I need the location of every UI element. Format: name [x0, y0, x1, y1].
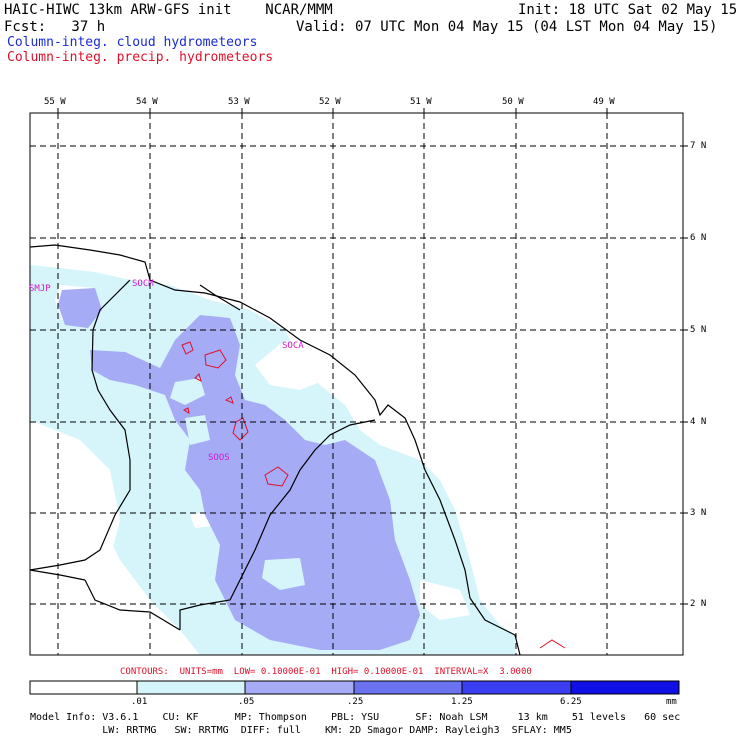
- colorbar-tick-3: 1.25: [451, 697, 473, 707]
- contour-note: CONTOURS: UNITS=mm LOW= 0.10000E-01 HIGH…: [120, 667, 532, 677]
- lon-label-54w: 54 W: [136, 97, 158, 107]
- station-socm: SOCM: [132, 279, 154, 289]
- init-time: Init: 18 UTC Sat 02 May 15: [518, 2, 738, 18]
- lon-label-55w: 55 W: [44, 97, 66, 107]
- colorbar: [29, 680, 680, 695]
- lat-label-7n: 7 N: [690, 141, 707, 151]
- coastlines: [29, 244, 521, 656]
- station-soca: SOCA: [282, 341, 304, 351]
- frame-ticks: [57, 108, 688, 605]
- colorbar-tick-4: 6.25: [560, 697, 582, 707]
- footer-model-info: Model Info: V3.6.1 CU: KF MP: Thompson P…: [30, 712, 681, 723]
- lon-label-49w: 49 W: [593, 97, 615, 107]
- graticule: [30, 113, 683, 655]
- lon-label-50w: 50 W: [502, 97, 524, 107]
- map-frame: [29, 112, 684, 656]
- lat-label-5n: 5 N: [690, 325, 707, 335]
- lon-label-51w: 51 W: [410, 97, 432, 107]
- lat-label-4n: 4 N: [690, 417, 707, 427]
- lon-label-52w: 52 W: [319, 97, 341, 107]
- legend-cloud: Column-integ. cloud hydrometeors: [7, 35, 258, 50]
- footer-physics-info: LW: RRTMG SW: RRTMG DIFF: full KM: 2D Sm…: [30, 725, 572, 736]
- colorbar-tick-2: .25: [347, 697, 364, 707]
- valid-time: Valid: 07 UTC Mon 04 May 15 (04 LST Mon …: [296, 19, 718, 35]
- forecast-hour: Fcst: 37 h: [4, 19, 106, 35]
- lat-label-2n: 2 N: [690, 599, 707, 609]
- colorbar-tick-0: .01: [131, 697, 148, 707]
- station-soos: SOOS: [208, 453, 230, 463]
- lat-label-3n: 3 N: [690, 508, 707, 518]
- legend-precip: Column-integ. precip. hydrometeors: [7, 50, 274, 65]
- station-smjp: SMJP: [29, 284, 51, 294]
- title-left: HAIC-HIWC 13km ARW-GFS init NCAR/MMM: [4, 2, 333, 18]
- lat-label-6n: 6 N: [690, 233, 707, 243]
- colorbar-units: mm: [666, 697, 677, 707]
- colorbar-tick-1: .05: [238, 697, 255, 707]
- lon-label-53w: 53 W: [228, 97, 250, 107]
